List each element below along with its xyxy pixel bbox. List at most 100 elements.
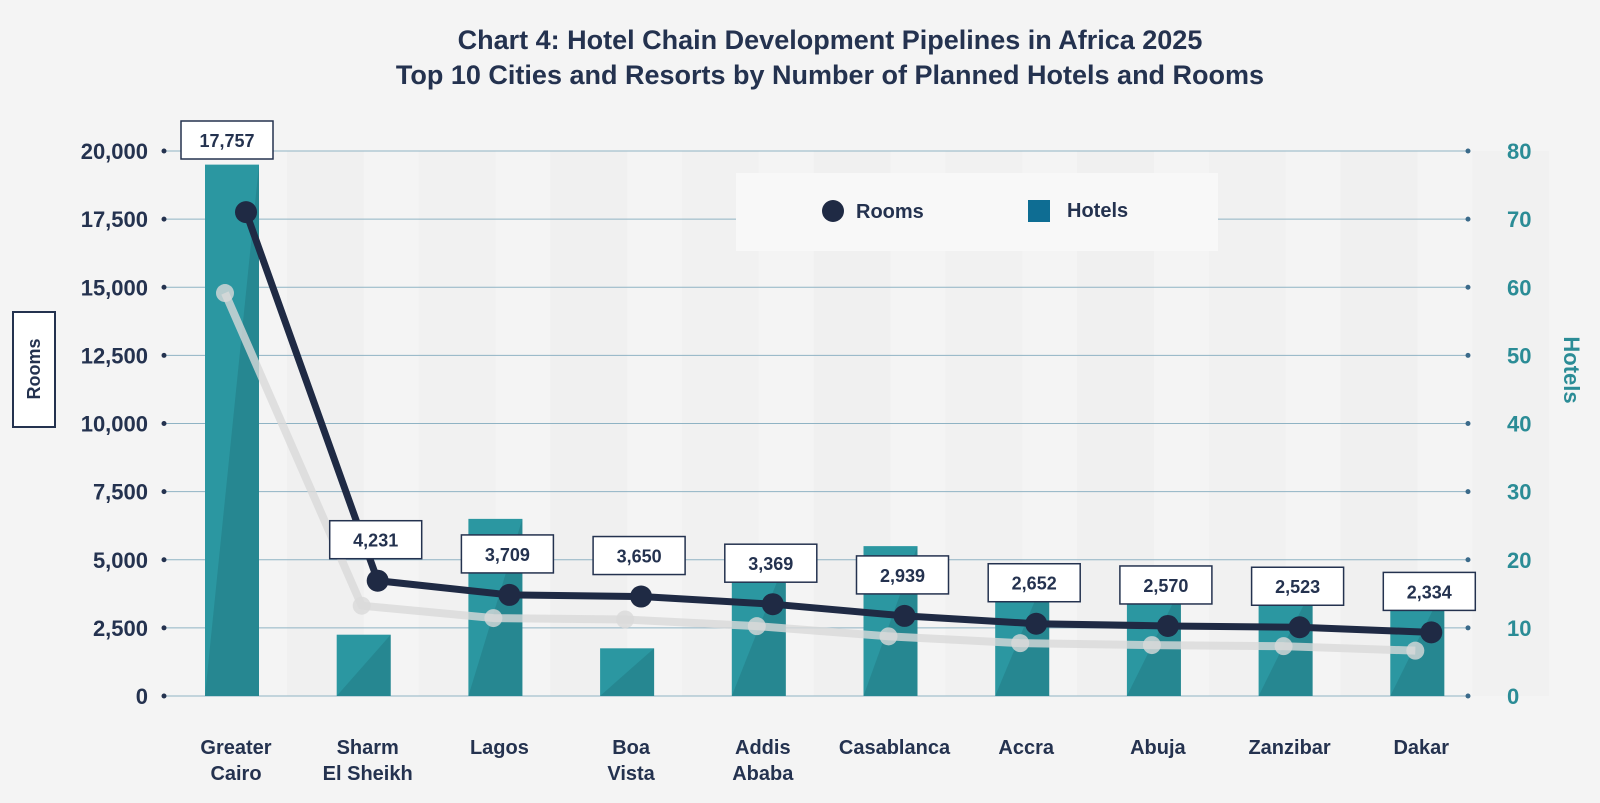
y2-tick-mark <box>1465 489 1471 495</box>
y2-tick-mark <box>1465 148 1471 154</box>
y-tick-mark <box>161 693 167 699</box>
rooms-shadow-point <box>216 284 234 303</box>
rooms-shadow-point <box>1011 634 1030 653</box>
rooms-point <box>366 569 389 592</box>
rooms-point <box>630 585 653 608</box>
y-tick-mark <box>161 625 167 631</box>
rooms-data-label-box <box>180 120 274 160</box>
y2-tick-label: 60 <box>1507 275 1531 300</box>
rooms-point <box>1156 614 1179 637</box>
legend: Rooms Hotels <box>736 173 1218 251</box>
rooms-data-label-text: 4,231 <box>353 531 398 551</box>
rooms-data-label-box <box>460 534 555 574</box>
rooms-data-label: 17,757 <box>180 120 274 160</box>
legend-hotels-marker <box>1028 200 1050 222</box>
rooms-shadow-point <box>484 609 503 628</box>
x-tick-label: Abuja <box>1130 737 1186 759</box>
rooms-data-label-box <box>1382 571 1477 612</box>
x-axis-ticks: Greater Cairo Sharm El Sheikh Lagos Boa Vista A… <box>200 737 1449 785</box>
rooms-data-label-box <box>592 535 686 576</box>
y-tick-label: 20,000 <box>81 139 148 164</box>
y2-tick-label: 40 <box>1507 412 1531 437</box>
y2-tick-mark <box>1465 352 1471 358</box>
rooms-data-label-text: 3,369 <box>748 554 793 574</box>
hotels-bar-shade <box>336 634 391 696</box>
rooms-shadow-path <box>221 291 1416 655</box>
rooms-data-label-text: 2,652 <box>1012 574 1057 594</box>
x-tick-label: Addis Ababa <box>732 737 794 785</box>
rooms-data-label-box <box>855 555 950 595</box>
x-tick-label: Sharm El Sheikh <box>323 737 413 785</box>
y-axis-title: Rooms <box>12 311 56 428</box>
chart-title: Chart 4: Hotel Chain Development Pipelin… <box>458 25 1203 55</box>
legend-hotels-label: Hotels <box>1067 200 1128 222</box>
rooms-data-label-text: 3,709 <box>485 545 530 565</box>
rooms-data-label: 2,334 <box>1382 571 1477 612</box>
chart-subtitle: Top 10 Cities and Resorts by Number of P… <box>396 60 1264 90</box>
y-tick-mark <box>161 148 167 154</box>
y-axis-ticks: 0 2,500 5,000 7,500 10,000 12,500 15,000 17,500… <box>81 139 148 709</box>
y-tick-mark <box>161 421 167 426</box>
y2-tick-label: 0 <box>1507 684 1519 709</box>
y2-tick-mark <box>1465 693 1471 699</box>
rooms-data-label-text: 17,757 <box>199 131 254 151</box>
rooms-shadow-point <box>1142 636 1161 655</box>
y2-tick-label: 20 <box>1507 548 1531 573</box>
hotels-bar-fill <box>336 634 391 696</box>
column-band <box>1472 151 1549 696</box>
x-tick-label: Boa Vista <box>607 737 655 785</box>
rooms-line <box>235 201 1443 644</box>
y-tick-mark <box>161 284 167 290</box>
rooms-point <box>1288 616 1311 639</box>
y-axis-title-text: Rooms <box>24 338 44 399</box>
rooms-shadow-point <box>747 617 766 636</box>
rooms-shadow-point <box>879 627 898 646</box>
y-tick-mark <box>161 352 167 358</box>
y2-tick-mark <box>1465 216 1471 222</box>
x-tick-label: Dakar <box>1393 737 1449 759</box>
hotels-bar-fill <box>600 648 655 696</box>
x-tick-label: Greater Cairo <box>200 737 271 785</box>
rooms-shadow-line <box>216 284 1425 660</box>
rooms-data-label-text: 2,523 <box>1275 577 1320 597</box>
y-axis-title-box <box>12 311 56 428</box>
y-tick-label: 7,500 <box>93 480 148 505</box>
hotels-bar <box>336 634 391 696</box>
rooms-data-label: 2,652 <box>987 562 1081 603</box>
y-tick-label: 15,000 <box>81 275 148 300</box>
y2-axis-title: Hotels <box>1559 336 1584 403</box>
rooms-data-label-text: 3,650 <box>617 547 662 567</box>
rooms-data-label-box <box>724 543 818 583</box>
y2-tick-mark <box>1465 421 1471 426</box>
rooms-shadow-point <box>1406 641 1425 660</box>
y-tick-label: 17,500 <box>81 207 148 232</box>
rooms-shadow-point <box>1274 637 1293 656</box>
hotels-bar <box>205 164 259 696</box>
rooms-line-path <box>242 210 1432 636</box>
rooms-data-label: 2,523 <box>1250 566 1345 606</box>
hotels-bar-shade <box>995 566 1050 696</box>
hotels-bar-shade <box>1390 587 1445 696</box>
x-tick-label: Accra <box>998 737 1054 759</box>
rooms-point <box>1025 612 1048 635</box>
rooms-data-label: 2,939 <box>855 555 950 595</box>
y-tick-label: 0 <box>136 684 148 709</box>
rooms-shadow-point <box>616 610 635 629</box>
rooms-data-label: 4,231 <box>328 519 423 560</box>
y2-tick-label: 80 <box>1507 139 1531 164</box>
rooms-data-label: 2,570 <box>1119 565 1213 605</box>
rooms-point <box>1420 621 1443 644</box>
rooms-point <box>235 201 257 224</box>
y2-tick-mark <box>1465 557 1471 563</box>
x-tick-label: Casablanca <box>839 737 951 759</box>
y-tick-mark <box>161 489 167 495</box>
y-tick-mark <box>161 557 167 563</box>
y-tick-label: 10,000 <box>81 412 148 437</box>
y2-tick-label: 30 <box>1507 480 1531 505</box>
y-tick-label: 12,500 <box>81 343 148 368</box>
rooms-data-label: 3,369 <box>724 543 818 583</box>
rooms-point <box>893 604 916 627</box>
hotels-bar-shade <box>600 648 655 696</box>
y2-tick-mark <box>1465 284 1471 290</box>
